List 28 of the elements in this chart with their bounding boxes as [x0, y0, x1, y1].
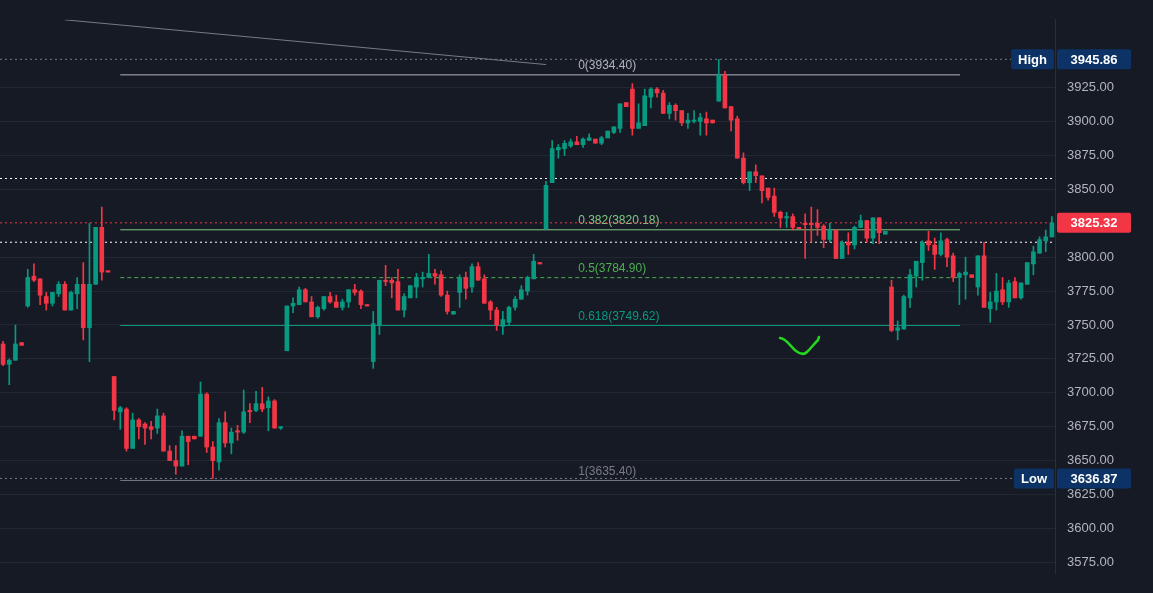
text: Low 3636.87	[1021, 471, 1118, 487]
candlestick	[845, 232, 851, 255]
y-tick-label: 3875.00	[1067, 147, 1114, 163]
ref-line-label: 1(3635.40)	[578, 463, 637, 478]
y-tick-label: 3650.00	[1067, 452, 1114, 468]
y-tick-label: 3575.00	[1067, 553, 1114, 569]
y-tick-label: 3725.00	[1067, 350, 1114, 366]
y-tick-label: 3925.00	[1067, 79, 1114, 95]
candlestick	[697, 113, 703, 136]
y-tick-label: 3800.00	[1067, 248, 1114, 264]
candlestick	[987, 292, 993, 323]
candlestick	[259, 387, 265, 413]
candlestick	[117, 406, 123, 430]
y-tick-label: 3625.00	[1067, 486, 1114, 502]
y-tick-label: 3675.00	[1067, 418, 1114, 434]
ref-line-label: 0.382(3820.18)	[578, 213, 660, 228]
ref-line-label: 3825.32	[1070, 215, 1118, 231]
y-tick-label: 3750.00	[1067, 316, 1114, 332]
y-tick-label: 3900.00	[1067, 113, 1114, 129]
text: High 3945.86	[1018, 51, 1118, 67]
y-tick-label: 3600.00	[1067, 520, 1114, 536]
y-tick-label: 3700.00	[1067, 384, 1114, 400]
y-tick-label: 3775.00	[1067, 282, 1114, 298]
candlestick	[148, 420, 154, 440]
ref-line-label: 0.5(3784.90)	[578, 260, 647, 275]
ref-line-label: 0(3934.40)	[578, 58, 637, 73]
ref-line-label: 0.618(3749.62)	[578, 308, 660, 323]
y-tick-label: 3850.00	[1067, 180, 1114, 196]
